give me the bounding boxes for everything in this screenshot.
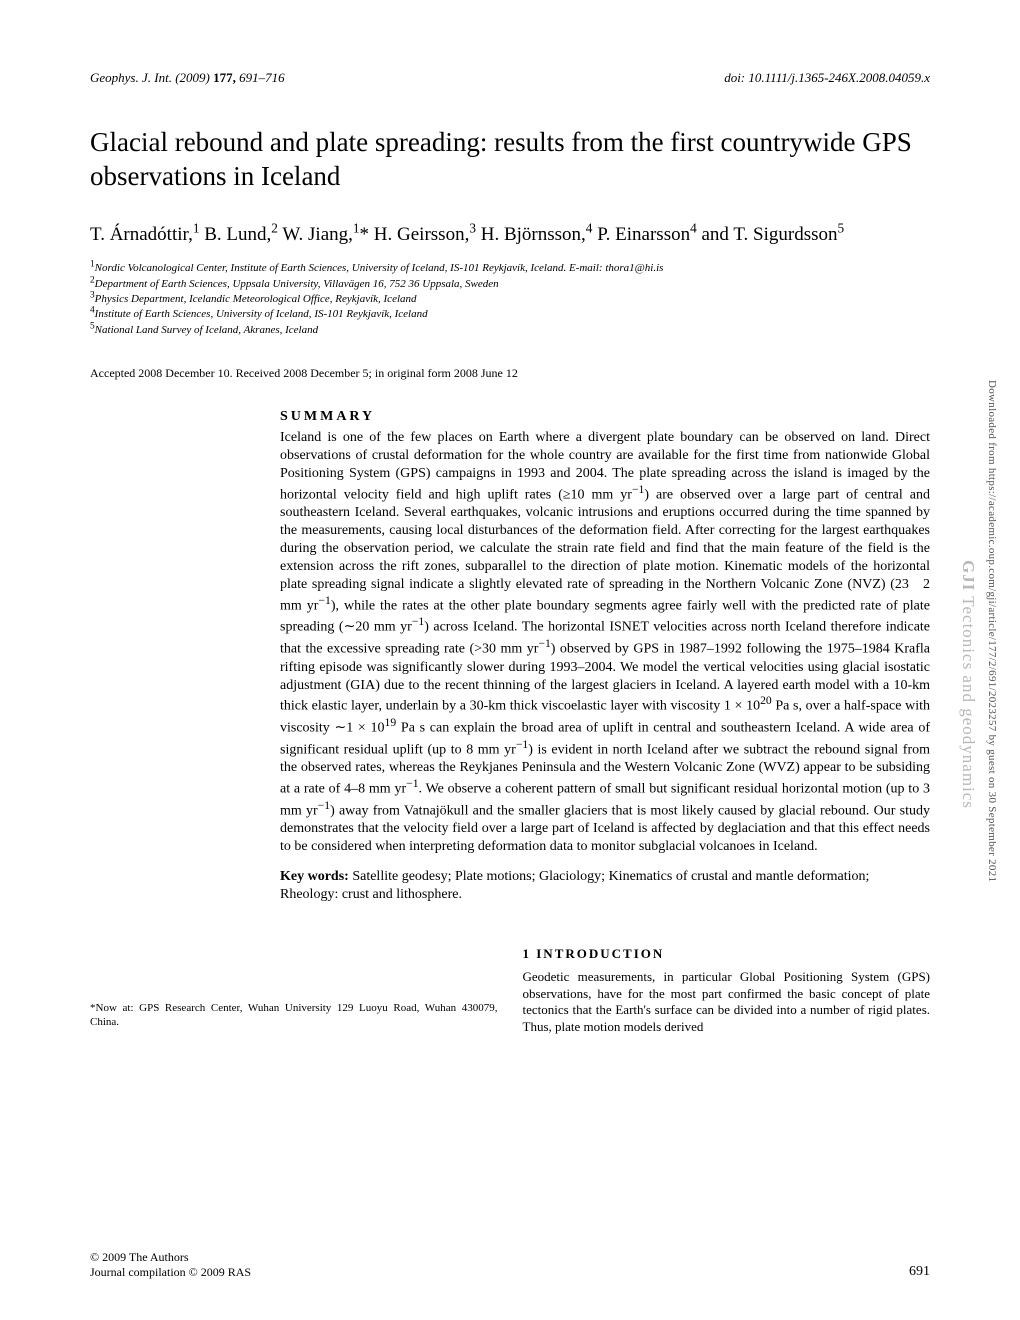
page-header: Geophys. J. Int. (2009) 177, 691–716 doi… xyxy=(90,70,930,86)
journal-year: (2009) xyxy=(175,70,210,85)
affiliation-item: 3Physics Department, Icelandic Meteorolo… xyxy=(90,292,930,307)
copyright-line2: Journal compilation © 2009 RAS xyxy=(90,1265,251,1280)
affiliation-item: 5National Land Survey of Iceland, Akrane… xyxy=(90,323,930,338)
article-title: Glacial rebound and plate spreading: res… xyxy=(90,126,930,194)
accepted-dates: Accepted 2008 December 10. Received 2008… xyxy=(90,366,930,381)
left-column: *Now at: GPS Research Center, Wuhan Univ… xyxy=(90,946,498,1036)
copyright-line1: © 2009 The Authors xyxy=(90,1250,251,1265)
summary-block: SUMMARY Iceland is one of the few places… xyxy=(280,409,930,904)
keywords-text: Satellite geodesy; Plate motions; Glacio… xyxy=(280,869,869,902)
copyright-block: © 2009 The Authors Journal compilation ©… xyxy=(90,1250,251,1280)
keywords: Key words: Satellite geodesy; Plate moti… xyxy=(280,868,930,904)
journal-reference: Geophys. J. Int. (2009) 177, 691–716 xyxy=(90,70,285,86)
affiliation-item: 2Department of Earth Sciences, Uppsala U… xyxy=(90,277,930,292)
author-footnote: *Now at: GPS Research Center, Wuhan Univ… xyxy=(90,1001,498,1030)
right-column: 1 INTRODUCTION Geodetic measurements, in… xyxy=(523,946,931,1036)
summary-text: Iceland is one of the few places on Eart… xyxy=(280,429,930,856)
affiliation-item: 1Nordic Volcanological Center, Institute… xyxy=(90,261,930,276)
introduction-text: Geodetic measurements, in particular Glo… xyxy=(523,969,931,1037)
body-columns: *Now at: GPS Research Center, Wuhan Univ… xyxy=(90,946,930,1036)
affiliations-list: 1Nordic Volcanological Center, Institute… xyxy=(90,261,930,338)
introduction-heading: 1 INTRODUCTION xyxy=(523,946,931,963)
summary-heading: SUMMARY xyxy=(280,409,930,425)
authors-list: T. Árnadóttir,1 B. Lund,2 W. Jiang,1* H.… xyxy=(90,222,930,248)
journal-pages: 691–716 xyxy=(239,70,285,85)
section-label-prefix: GJI xyxy=(959,560,978,591)
download-watermark: Downloaded from https://academic.oup.com… xyxy=(986,380,998,882)
journal-volume: 177, xyxy=(213,70,236,85)
keywords-label: Key words: xyxy=(280,869,349,884)
doi: doi: 10.1111/j.1365-246X.2008.04059.x xyxy=(724,70,930,86)
section-label: GJI Tectonics and geodynamics xyxy=(958,560,978,809)
page-number: 691 xyxy=(909,1264,930,1280)
journal-abbrev: Geophys. J. Int. xyxy=(90,70,172,85)
page-footer: © 2009 The Authors Journal compilation ©… xyxy=(90,1250,930,1280)
affiliation-item: 4Institute of Earth Sciences, University… xyxy=(90,307,930,322)
section-label-rest: Tectonics and geodynamics xyxy=(959,591,978,809)
